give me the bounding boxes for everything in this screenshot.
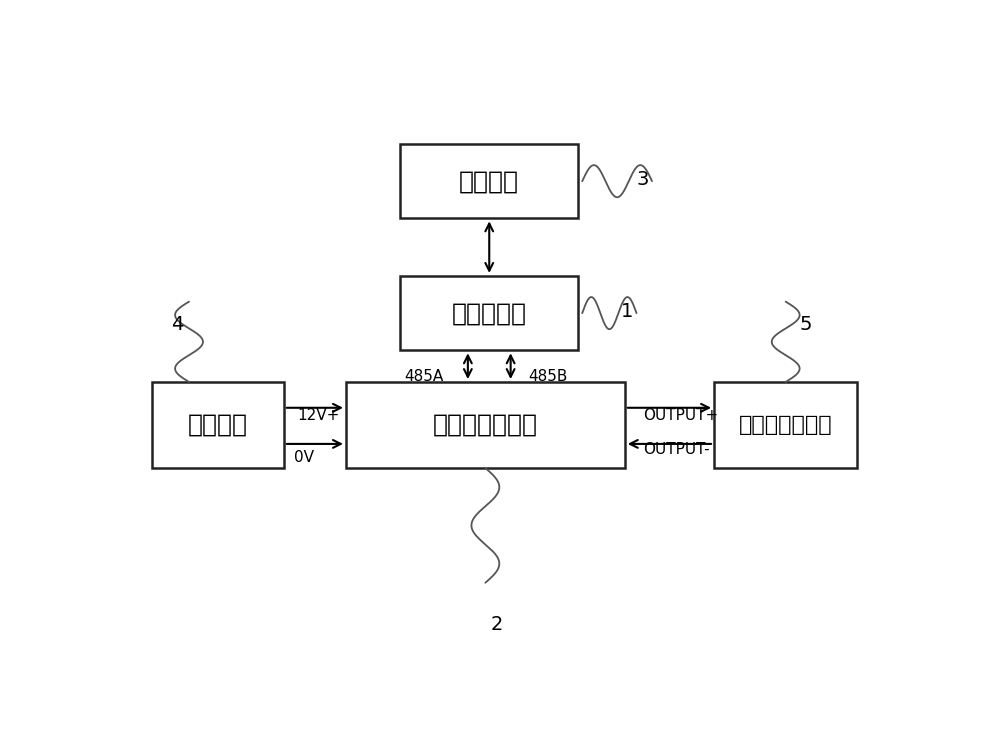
Text: 2: 2: [491, 615, 503, 633]
Text: 3: 3: [637, 170, 649, 189]
Text: OUTPUT+: OUTPUT+: [643, 408, 718, 422]
Text: 4: 4: [172, 315, 184, 334]
Text: 显示模块: 显示模块: [459, 169, 519, 193]
Text: 计算机模块: 计算机模块: [452, 301, 527, 325]
Text: 485A: 485A: [404, 369, 443, 384]
Bar: [400, 144, 578, 218]
Text: 1: 1: [621, 302, 633, 322]
Text: 开关电源: 开关电源: [188, 413, 248, 437]
Bar: [346, 382, 625, 468]
Bar: [152, 382, 284, 468]
Bar: [400, 276, 578, 350]
Text: 恒流恒压源模块: 恒流恒压源模块: [433, 413, 538, 437]
Text: 485B: 485B: [528, 369, 567, 384]
Text: 12V+: 12V+: [297, 408, 339, 422]
Text: 直流电压电流表: 直流电压电流表: [739, 415, 832, 435]
Text: OUTPUT-: OUTPUT-: [643, 442, 709, 457]
Bar: [714, 382, 857, 468]
Text: 0V: 0V: [294, 450, 314, 465]
Text: 5: 5: [799, 315, 812, 334]
